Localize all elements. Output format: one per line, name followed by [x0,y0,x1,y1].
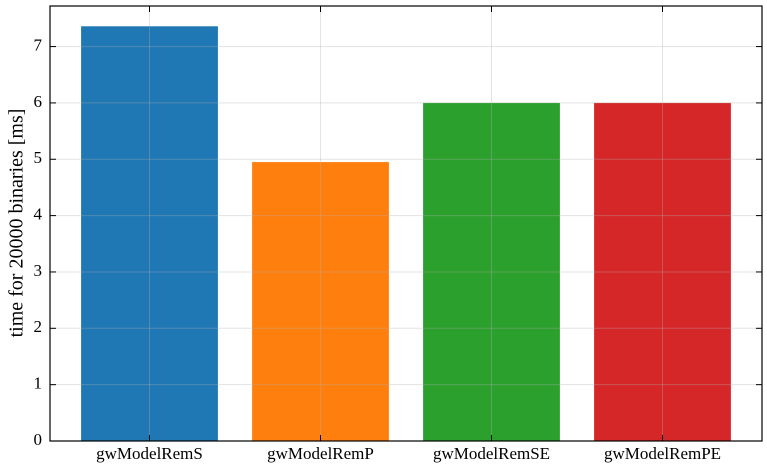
y-tick-label: 3 [34,261,43,280]
y-axis-label: time for 20000 binaries [ms] [6,109,28,338]
y-tick-label: 2 [34,317,43,336]
y-tick-label: 5 [34,148,43,167]
bar [423,102,560,441]
x-tick-label: gwModelRemSE [433,444,550,463]
y-tick-label: 0 [34,430,43,449]
x-tick-label: gwModelRemP [267,444,374,463]
bar [594,102,731,441]
x-tick-label: gwModelRemPE [604,444,721,463]
y-tick-label: 7 [34,35,43,54]
x-tick-label: gwModelRemS [96,444,203,463]
y-tick-label: 4 [34,205,43,224]
bar [81,26,218,441]
plot-frame [49,5,763,442]
y-tick-label: 1 [34,374,43,393]
bar [252,162,389,441]
y-tick-label: 6 [34,92,43,111]
